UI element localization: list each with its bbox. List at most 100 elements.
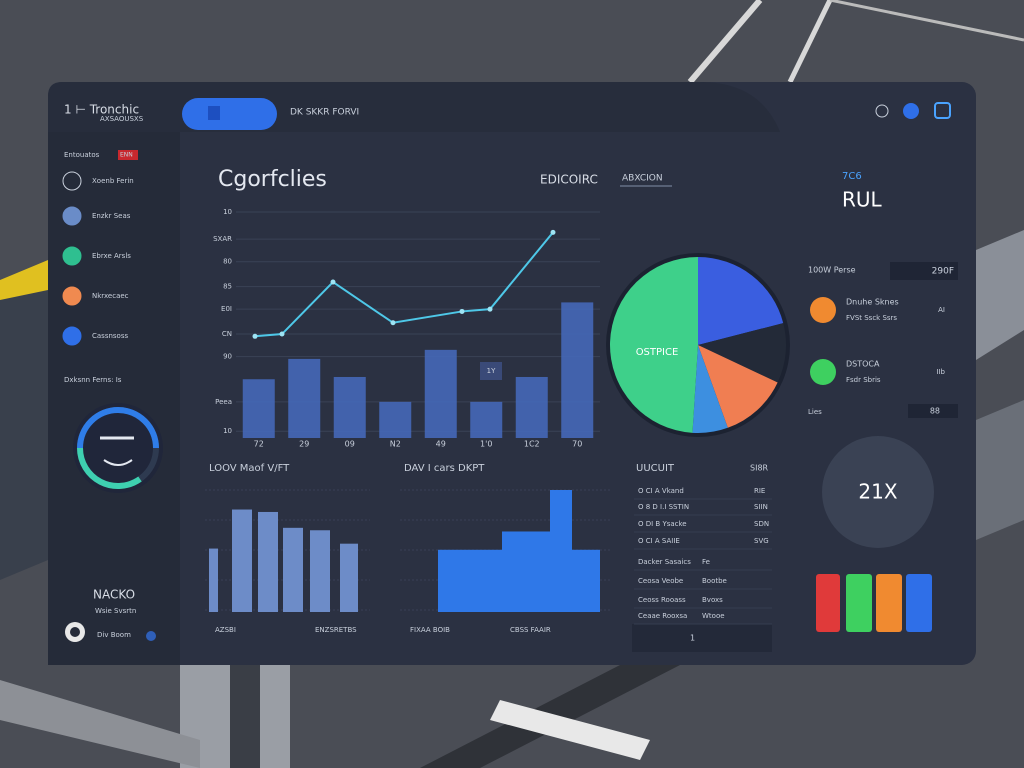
bar: [438, 549, 502, 612]
y-tick-label: 10: [223, 427, 232, 435]
table-box-label: 1: [690, 634, 695, 643]
menu-item[interactable]: Enzkr Seas: [92, 212, 131, 220]
status-dot: [146, 631, 156, 641]
y-tick-label: 80: [223, 258, 232, 266]
bar: [561, 302, 594, 438]
search-button[interactable]: [182, 98, 277, 130]
y-tick-label: 90: [223, 353, 232, 361]
row-value: IIb: [936, 368, 945, 376]
menu-icon: [62, 286, 82, 306]
main-title: Cgorfclies: [218, 167, 327, 192]
line-point: [279, 331, 285, 337]
menu-icon: [62, 171, 82, 191]
line-point: [252, 333, 258, 339]
table-cell: O CI A SAIIE: [638, 537, 680, 545]
sidebar-footer-sub: Wsie Svsrtn: [95, 607, 136, 615]
foot-label: Lies: [808, 408, 822, 416]
bar: [333, 376, 366, 438]
chart-footer: AZSBI: [215, 626, 236, 634]
line-point: [390, 320, 396, 326]
line-point: [487, 306, 493, 312]
bar: [232, 509, 252, 612]
y-tick-label: SXAR: [213, 235, 232, 243]
big-stat: RUL: [842, 188, 883, 212]
sidebar-footer-title: NACKO: [93, 588, 135, 602]
tooltip: [480, 362, 502, 380]
menu-item[interactable]: Nkrxecaec: [92, 292, 129, 300]
table-cell: O CI A Vkand: [638, 487, 684, 495]
bar: [550, 490, 572, 612]
menu-item[interactable]: Dxksnn Ferns: Is: [64, 376, 122, 384]
menu-icon: [62, 326, 82, 346]
menu-item[interactable]: Entouatos: [64, 151, 100, 159]
table-title: UUCUIT: [636, 463, 675, 474]
chart-title: LOOV Maof V/FT: [209, 463, 290, 474]
table-cell: SIIN: [754, 503, 768, 511]
gauge: [73, 403, 163, 493]
table-cell: Bvoxs: [702, 596, 723, 604]
menu-item[interactable]: Xoenb Ferin: [92, 177, 134, 185]
menu-icon: [62, 206, 82, 226]
list-title: 100W Perse: [808, 266, 856, 275]
row-icon: [810, 297, 836, 323]
menu-icon: [62, 246, 82, 266]
row-sub: Fsdr Sbris: [846, 376, 881, 384]
line-point: [550, 229, 556, 235]
brand: 1 ⊢ Tronchic: [64, 103, 139, 117]
tab[interactable]: EDICOIRC: [540, 173, 598, 187]
x-tick-label: 70: [572, 440, 582, 449]
tab-active[interactable]: ABXCION: [622, 174, 663, 184]
table-cell: Fe: [702, 558, 710, 566]
row-sub: FVSt Ssck Ssrs: [846, 314, 897, 322]
pie-slice: [698, 323, 786, 383]
list-value: 290F: [932, 267, 954, 277]
y-tick-label: Peea: [215, 398, 232, 406]
y-tick-label: CN: [222, 330, 232, 338]
x-tick-label: N2: [390, 440, 401, 449]
bar: [340, 543, 358, 612]
value-box: [890, 262, 958, 280]
row-icon: [810, 359, 836, 385]
bar: [242, 379, 275, 438]
search-icon: [208, 106, 220, 120]
icon[interactable]: [934, 102, 951, 119]
y-tick-label: 85: [223, 283, 232, 291]
pie-label: OSTPICE: [636, 347, 679, 358]
pie-slice: [692, 345, 728, 434]
x-tick-label: 49: [436, 440, 446, 449]
row-title: DSTOCA: [846, 360, 880, 369]
table-cell: Bootbe: [702, 577, 727, 585]
pie-slice: [698, 257, 784, 345]
icon[interactable]: [875, 104, 889, 118]
bar: [258, 511, 278, 612]
x-tick-label: 1C2: [524, 440, 540, 449]
chart-footer: FIXAA BOIB: [410, 626, 450, 634]
avatar-inner: [70, 627, 80, 637]
chart-footer: CBSS FAAIR: [510, 626, 551, 634]
bar: [209, 548, 218, 612]
small-stat: 7C6: [842, 171, 862, 182]
icon[interactable]: [903, 103, 919, 119]
pie-slice: [610, 257, 698, 433]
menu-item[interactable]: Ebrxe Arsls: [92, 252, 131, 260]
x-tick-label: 1'0: [480, 440, 492, 449]
bar: [310, 530, 330, 612]
panel: [48, 82, 976, 665]
menu-item[interactable]: Cassnsoss: [92, 332, 128, 340]
header-bar: [48, 82, 780, 132]
x-tick-label: 72: [254, 440, 264, 449]
bar: [379, 401, 412, 438]
line-point: [330, 279, 336, 285]
bar: [572, 549, 600, 612]
y-tick-label: 10: [223, 208, 232, 216]
chart-title: DAV I cars DKPT: [404, 463, 485, 474]
table-cell: Dacker Sasaics: [638, 558, 691, 566]
bar: [424, 349, 457, 438]
knob[interactable]: [822, 436, 934, 548]
bar: [502, 531, 550, 612]
table-cell: O DI B Ysacke: [638, 520, 687, 528]
bar: [288, 358, 321, 438]
table-column: SI8R: [750, 464, 769, 473]
table-cell: O 8 D I.I SSTIN: [638, 503, 689, 511]
